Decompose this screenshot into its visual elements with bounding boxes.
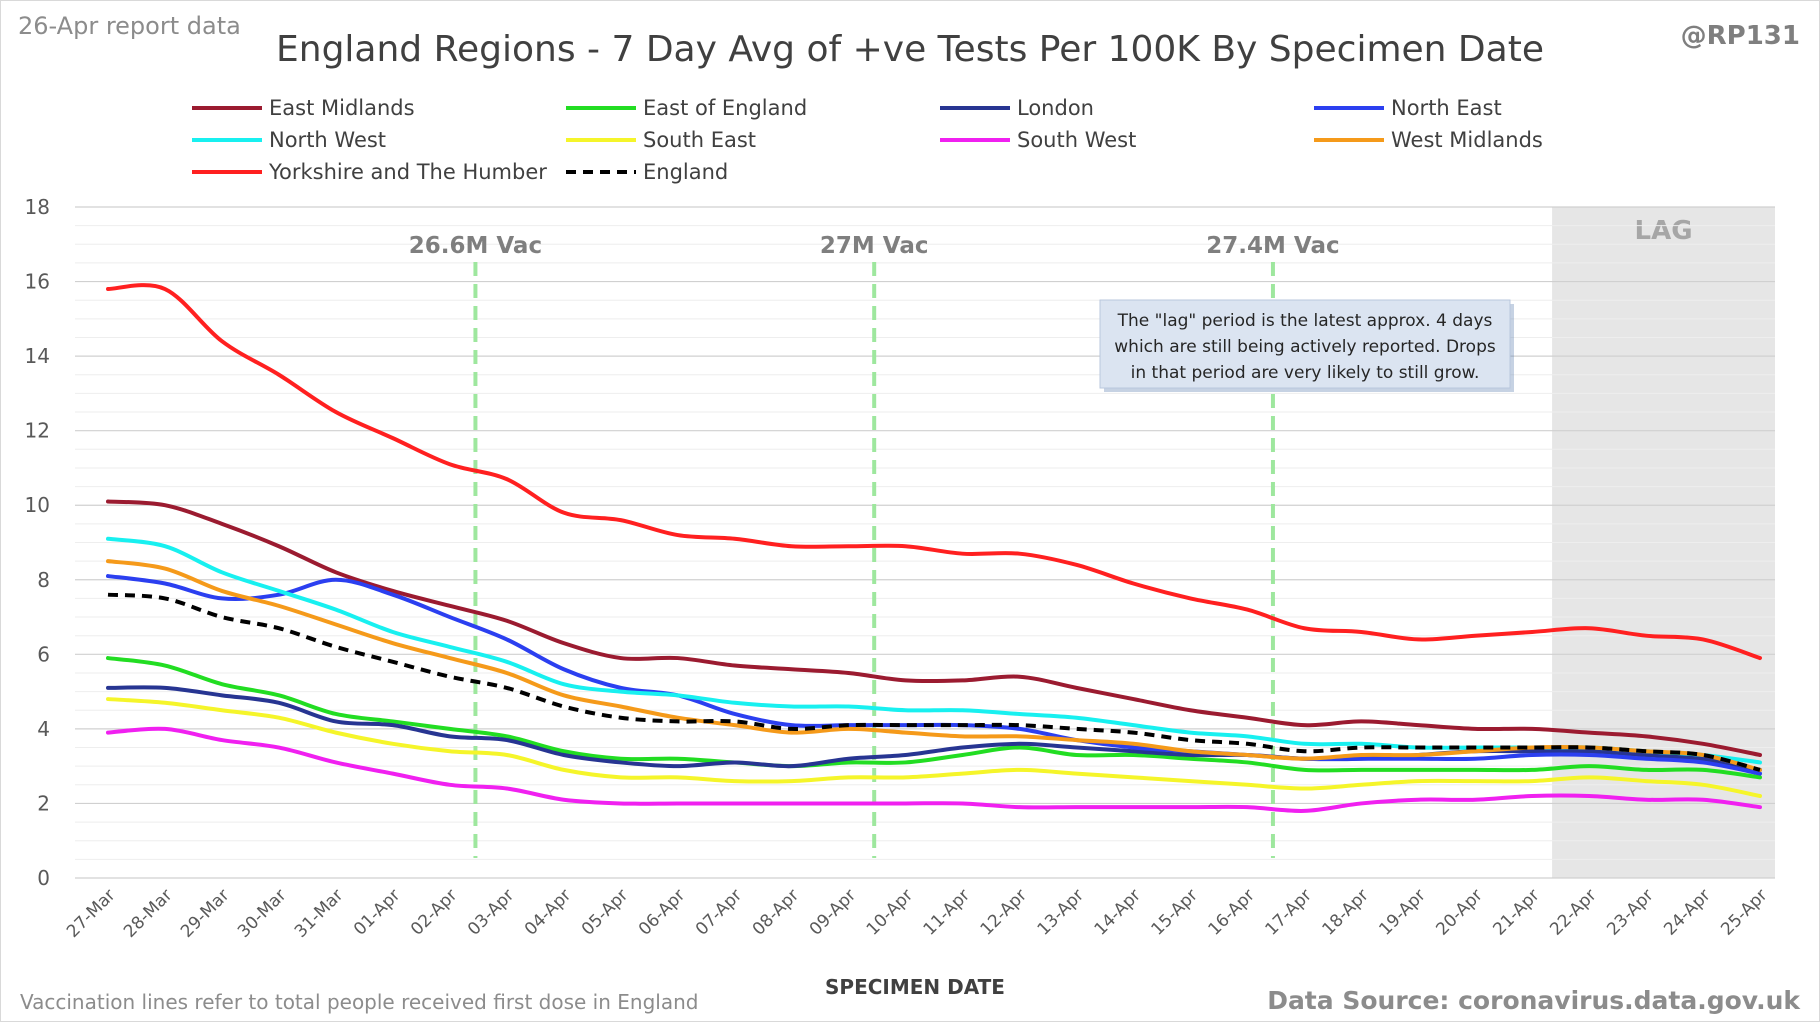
legend-label: East Midlands <box>269 96 415 120</box>
note-line-3: in that period are very likely to still … <box>1131 363 1480 383</box>
y-tick-label: 16 <box>25 270 50 294</box>
author-handle: @RP131 <box>1681 21 1800 51</box>
data-source: Data Source: coronavirus.data.gov.uk <box>1267 986 1801 1015</box>
vaccination-label: 27M Vac <box>820 233 929 259</box>
report-tag: 26-Apr report data <box>18 12 241 40</box>
lag-note-box: The "lag" period is the latest approx. 4… <box>1100 300 1514 392</box>
legend-label: North West <box>269 128 386 152</box>
note-line-1: The "lag" period is the latest approx. 4… <box>1117 311 1493 331</box>
vaccination-label: 27.4M Vac <box>1206 233 1339 259</box>
y-tick-label: 2 <box>37 791 50 815</box>
chart: 26-Apr report data @RP131 England Region… <box>0 0 1820 1022</box>
y-tick-label: 12 <box>25 419 50 443</box>
y-tick-label: 10 <box>25 493 50 517</box>
x-axis-label: SPECIMEN DATE <box>825 975 1005 999</box>
vaccination-label: 26.6M Vac <box>409 233 542 259</box>
y-tick-label: 8 <box>37 568 50 592</box>
y-tick-label: 4 <box>37 717 50 741</box>
legend-label: England <box>643 160 728 184</box>
legend-label: North East <box>1391 96 1502 120</box>
chart-title: England Regions - 7 Day Avg of +ve Tests… <box>276 29 1544 70</box>
y-tick-label: 0 <box>37 866 50 890</box>
y-tick-label: 6 <box>37 642 50 666</box>
chart-background <box>0 0 1820 1022</box>
legend-label: South West <box>1017 128 1136 152</box>
legend-label: London <box>1017 96 1094 120</box>
lag-label: LAG <box>1635 216 1693 246</box>
legend-label: Yorkshire and The Humber <box>268 160 547 184</box>
legend-label: West Midlands <box>1391 128 1543 152</box>
legend-label: South East <box>643 128 756 152</box>
y-tick-label: 18 <box>25 195 50 219</box>
note-line-2: which are still being actively reported.… <box>1114 337 1496 357</box>
legend-label: East of England <box>643 96 807 120</box>
y-tick-label: 14 <box>25 344 50 368</box>
footer-note: Vaccination lines refer to total people … <box>20 990 698 1014</box>
